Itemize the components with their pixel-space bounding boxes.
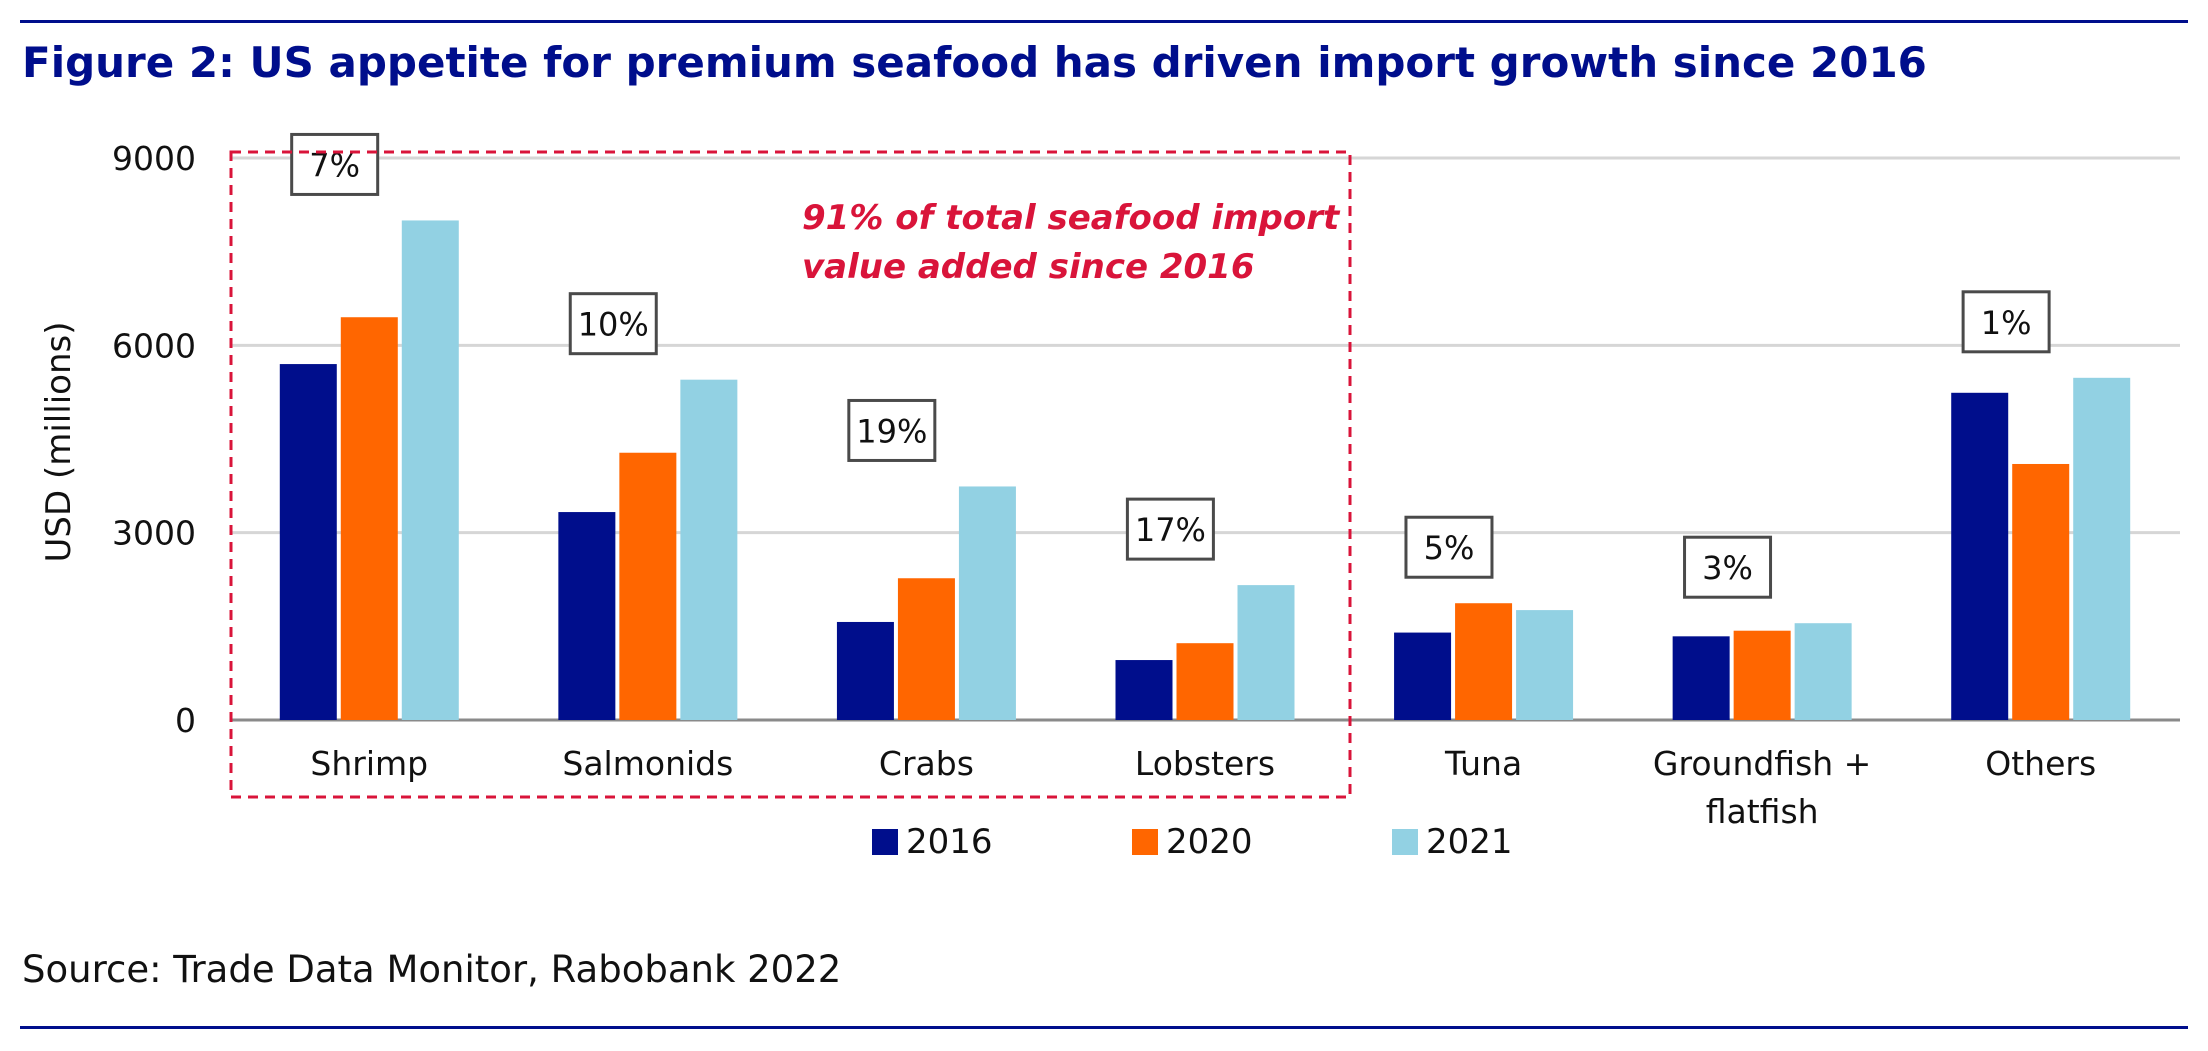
bar-2021-0 [401,220,459,720]
growth-label-box-5 [1683,535,1773,599]
x-tick-label-5-0: Groundfish + [1653,744,1871,783]
y-tick-label-6000: 6000 [112,326,196,365]
bar-2020-2 [897,578,955,720]
legend-item-2020: 2020 [1132,822,1253,862]
growth-label-2: 19% [856,412,927,450]
bar-2020-5 [1733,630,1791,720]
figure-title: Figure 2: US appetite for premium seafoo… [22,38,1927,87]
legend-swatch-2020 [1132,829,1158,855]
bars [279,220,2131,720]
growth-label-box-1 [568,292,658,356]
bar-2016-0 [279,364,337,720]
growth-label-5: 3% [1702,549,1753,587]
x-tick-label-3-0: Lobsters [1135,744,1275,783]
growth-label-6: 1% [1981,304,2032,342]
legend-item-2016: 2016 [872,822,993,862]
x-tick-label-5-1: flatfish [1706,792,1819,831]
growth-label-box-0 [290,132,380,196]
bar-2021-3 [1237,585,1295,720]
bar-2016-6 [1951,392,2009,720]
bar-2021-4 [1516,610,1574,720]
y-tick-label-9000: 9000 [112,139,196,178]
bar-2021-5 [1794,623,1852,720]
bar-2020-6 [2012,463,2070,720]
bar-2020-4 [1455,603,1513,720]
legend-swatch-2021 [1392,829,1418,855]
x-tick-label-2-0: Crabs [879,744,974,783]
growth-label-1: 10% [578,306,649,344]
x-tick-label-1-0: Salmonids [562,744,733,783]
bar-2016-5 [1672,636,1730,720]
growth-label-box-2 [847,398,937,462]
x-tick-label-0-0: Shrimp [310,744,428,783]
legend-item-2021: 2021 [1392,822,1513,862]
y-axis-label: USD (millions) [39,322,79,563]
legend-label-2020: 2020 [1166,822,1253,862]
legend-label-2016: 2016 [906,822,993,862]
legend-swatch-2016 [872,829,898,855]
growth-label-3: 17% [1135,511,1206,549]
growth-label-box-6 [1961,290,2051,354]
bar-2020-3 [1176,643,1234,720]
labels: 0300060009000Shrimp7%Salmonids10%Crabs19… [112,132,2096,831]
x-tick-label-4-0: Tuna [1444,744,1522,783]
bar-2016-2 [836,621,894,720]
bar-2020-1 [619,452,677,720]
bar-2016-3 [1115,660,1173,720]
x-tick-label-6-0: Others [1985,744,2096,783]
annotation-line-2: value added since 2016 [802,247,1255,287]
legend-label-2021: 2021 [1426,822,1513,862]
bar-2016-1 [558,512,616,720]
legend: 2016 2020 2021 [0,822,2208,872]
source-note: Source: Trade Data Monitor, Rabobank 202… [22,948,842,991]
y-tick-label-0: 0 [175,701,196,740]
bottom-rule [20,1026,2188,1029]
growth-label-box-3 [1125,497,1215,561]
grid-lines [230,156,2180,722]
premium-highlight-box [229,150,1352,799]
bar-2020-0 [340,317,398,720]
bar-2016-4 [1394,632,1452,720]
bar-2021-1 [680,379,738,720]
bar-2021-6 [2073,377,2131,720]
top-rule [20,20,2188,23]
bar-2021-2 [958,486,1016,720]
y-tick-label-3000: 3000 [112,514,196,553]
growth-label-box-4 [1404,515,1494,579]
annotation-line-1: 91% of total seafood import [802,198,1341,238]
growth-label-4: 5% [1424,529,1475,567]
